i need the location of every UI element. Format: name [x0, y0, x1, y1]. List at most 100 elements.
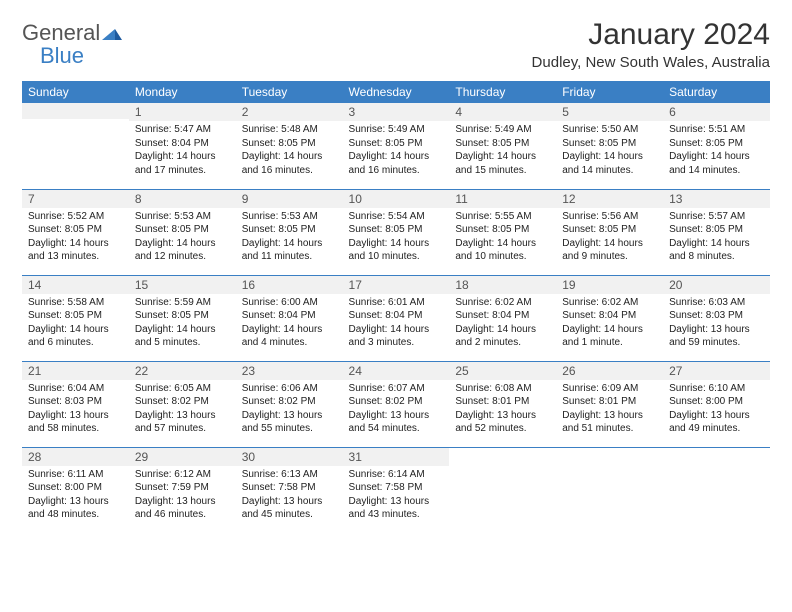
daylight-line-2: and 16 minutes. [242, 164, 337, 178]
daylight-line: Daylight: 14 hours [135, 150, 230, 164]
sunset-line: Sunset: 8:05 PM [242, 223, 337, 237]
day-number: 14 [22, 276, 129, 294]
sunrise-line: Sunrise: 5:49 AM [455, 123, 550, 137]
daylight-line: Daylight: 14 hours [669, 150, 764, 164]
calendar-day-cell: 3Sunrise: 5:49 AMSunset: 8:05 PMDaylight… [343, 103, 450, 189]
calendar-day-cell: 21Sunrise: 6:04 AMSunset: 8:03 PMDayligh… [22, 361, 129, 447]
daylight-line: Daylight: 13 hours [28, 495, 123, 509]
brand-name-gray: General [22, 20, 100, 45]
sunset-line: Sunset: 8:04 PM [135, 137, 230, 151]
calendar-day-cell: 25Sunrise: 6:08 AMSunset: 8:01 PMDayligh… [449, 361, 556, 447]
sunset-line: Sunset: 7:59 PM [135, 481, 230, 495]
calendar-week-row: 14Sunrise: 5:58 AMSunset: 8:05 PMDayligh… [22, 275, 770, 361]
daylight-line: Daylight: 13 hours [349, 495, 444, 509]
calendar-day-cell: 7Sunrise: 5:52 AMSunset: 8:05 PMDaylight… [22, 189, 129, 275]
day-number: 17 [343, 276, 450, 294]
weekday-header: Tuesday [236, 81, 343, 103]
sunset-line: Sunset: 8:05 PM [349, 223, 444, 237]
sunset-line: Sunset: 8:05 PM [562, 137, 657, 151]
calendar-day-cell: 1 Sunrise: 5:47 AMSunset: 8:04 PMDaylight… [129, 103, 236, 189]
brand-name-blue: Blue [40, 43, 84, 68]
daylight-line-2: and 10 minutes. [455, 250, 550, 264]
day-number: 21 [22, 362, 129, 380]
daylight-line: Daylight: 14 hours [455, 323, 550, 337]
calendar-day-cell: 28Sunrise: 6:11 AMSunset: 8:00 PMDayligh… [22, 447, 129, 533]
sunset-line: Sunset: 8:00 PM [669, 395, 764, 409]
sunrise-line: Sunrise: 6:08 AM [455, 382, 550, 396]
sunset-line: Sunset: 8:05 PM [455, 223, 550, 237]
calendar-week-row: 1Sunrise: 5:47 AMSunset: 8:04 PMDaylight… [22, 103, 770, 189]
daylight-line: Daylight: 14 hours [455, 237, 550, 251]
sunset-line: Sunset: 8:05 PM [349, 137, 444, 151]
daylight-line-2: and 5 minutes. [135, 336, 230, 350]
day-number: 20 [663, 276, 770, 294]
calendar-day-cell: 12Sunrise: 5:56 AMSunset: 8:05 PMDayligh… [556, 189, 663, 275]
daylight-line: Daylight: 14 hours [562, 237, 657, 251]
sunset-line: Sunset: 8:05 PM [562, 223, 657, 237]
daylight-line: Daylight: 13 hours [242, 409, 337, 423]
sunset-line: Sunset: 8:05 PM [28, 309, 123, 323]
calendar-day-cell: 18Sunrise: 6:02 AMSunset: 8:04 PMDayligh… [449, 275, 556, 361]
sunset-line: Sunset: 8:02 PM [349, 395, 444, 409]
day-number: 1 [129, 103, 236, 121]
day-number: 19 [556, 276, 663, 294]
sunrise-line: Sunrise: 6:14 AM [349, 468, 444, 482]
calendar-day-cell: 23Sunrise: 6:06 AMSunset: 8:02 PMDayligh… [236, 361, 343, 447]
calendar-day-cell: 8Sunrise: 5:53 AMSunset: 8:05 PMDaylight… [129, 189, 236, 275]
sunset-line: Sunset: 8:05 PM [669, 137, 764, 151]
sunrise-line: Sunrise: 6:13 AM [242, 468, 337, 482]
day-number: 11 [449, 190, 556, 208]
header: General Blue January 2024 Dudley, New So… [22, 18, 770, 71]
day-number: 7 [22, 190, 129, 208]
sunset-line: Sunset: 8:03 PM [669, 309, 764, 323]
calendar-day-cell: 9Sunrise: 5:53 AMSunset: 8:05 PMDaylight… [236, 189, 343, 275]
calendar-day-cell [449, 447, 556, 533]
daylight-line: Daylight: 14 hours [455, 150, 550, 164]
title-block: January 2024 Dudley, New South Wales, Au… [532, 18, 770, 71]
calendar-day-cell: 6Sunrise: 5:51 AMSunset: 8:05 PMDaylight… [663, 103, 770, 189]
sunrise-line: Sunrise: 6:06 AM [242, 382, 337, 396]
weekday-header: Friday [556, 81, 663, 103]
daylight-line: Daylight: 13 hours [242, 495, 337, 509]
weekday-header: Sunday [22, 81, 129, 103]
day-number: 15 [129, 276, 236, 294]
sunset-line: Sunset: 8:04 PM [242, 309, 337, 323]
daylight-line: Daylight: 14 hours [669, 237, 764, 251]
daylight-line: Daylight: 13 hours [669, 409, 764, 423]
sunrise-line: Sunrise: 5:47 AM [135, 123, 230, 137]
calendar-day-cell [556, 447, 663, 533]
daylight-line-2: and 46 minutes. [135, 508, 230, 522]
daylight-line: Daylight: 13 hours [562, 409, 657, 423]
sunset-line: Sunset: 7:58 PM [242, 481, 337, 495]
day-number: 9 [236, 190, 343, 208]
sunrise-line: Sunrise: 6:01 AM [349, 296, 444, 310]
daylight-line-2: and 59 minutes. [669, 336, 764, 350]
sunrise-line: Sunrise: 6:07 AM [349, 382, 444, 396]
daylight-line: Daylight: 14 hours [349, 150, 444, 164]
day-number: 25 [449, 362, 556, 380]
day-number: 5 [556, 103, 663, 121]
daylight-line-2: and 57 minutes. [135, 422, 230, 436]
sunrise-line: Sunrise: 6:02 AM [455, 296, 550, 310]
day-number: 13 [663, 190, 770, 208]
sunset-line: Sunset: 8:02 PM [242, 395, 337, 409]
daylight-line-2: and 49 minutes. [669, 422, 764, 436]
day-number: 26 [556, 362, 663, 380]
daylight-line-2: and 48 minutes. [28, 508, 123, 522]
sunrise-line: Sunrise: 6:04 AM [28, 382, 123, 396]
calendar-day-cell: 14Sunrise: 5:58 AMSunset: 8:05 PMDayligh… [22, 275, 129, 361]
sunset-line: Sunset: 8:04 PM [455, 309, 550, 323]
daylight-line: Daylight: 13 hours [349, 409, 444, 423]
sunset-line: Sunset: 8:05 PM [242, 137, 337, 151]
daylight-line-2: and 8 minutes. [669, 250, 764, 264]
daylight-line-2: and 9 minutes. [562, 250, 657, 264]
sunrise-line: Sunrise: 6:10 AM [669, 382, 764, 396]
calendar-day-cell: 2Sunrise: 5:48 AMSunset: 8:05 PMDaylight… [236, 103, 343, 189]
weekday-header: Thursday [449, 81, 556, 103]
day-number: 8 [129, 190, 236, 208]
day-number: 12 [556, 190, 663, 208]
sunrise-line: Sunrise: 5:54 AM [349, 210, 444, 224]
day-number: 16 [236, 276, 343, 294]
day-number: 3 [343, 103, 450, 121]
calendar-day-cell: 22Sunrise: 6:05 AMSunset: 8:02 PMDayligh… [129, 361, 236, 447]
